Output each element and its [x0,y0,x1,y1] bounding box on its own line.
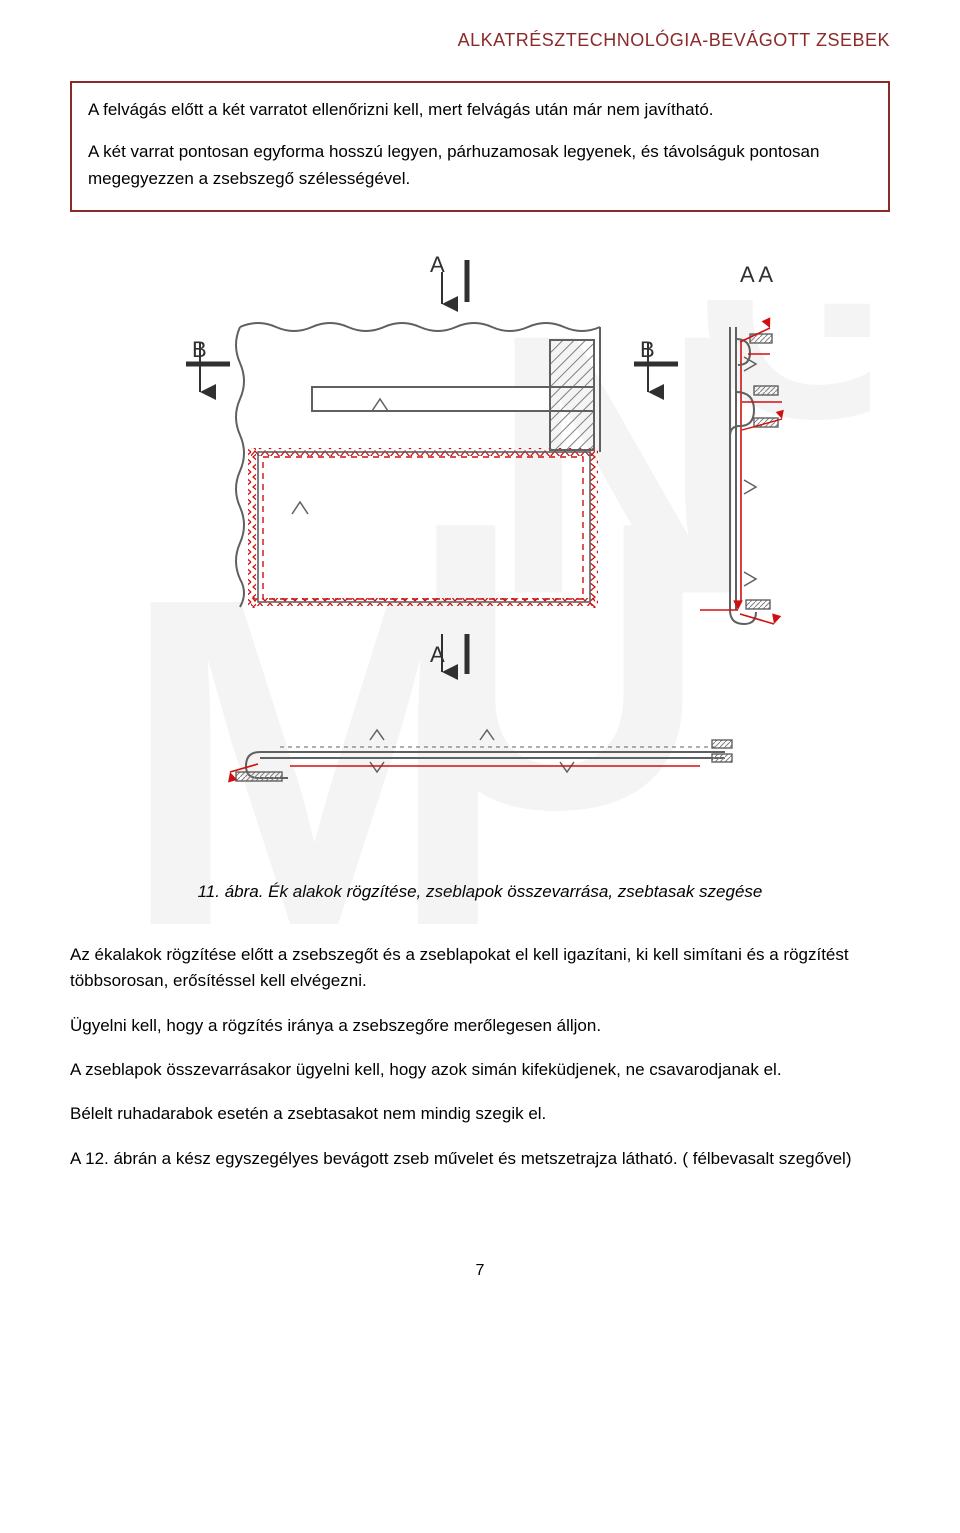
label-AA: A A [740,262,773,287]
body-p5: A 12. ábrán a kész egyszegélyes bevágott… [70,1146,890,1172]
figure-caption: 11. ábra. Ék alakok rögzítése, zseblapok… [70,882,890,902]
header-title: ALKATRÉSZTECHNOLÓGIA-BEVÁGOTT ZSEBEK [458,30,890,50]
technical-diagram: A B A [140,242,820,852]
body-p1: Az ékalakok rögzítése előtt a zsebszegőt… [70,942,890,995]
caption-text: 11. ábra. Ék alakok rögzítése, zseblapok… [198,882,763,901]
body-text: Az ékalakok rögzítése előtt a zsebszegőt… [70,942,890,1172]
body-p2: Ügyelni kell, hogy a rögzítés iránya a z… [70,1013,890,1039]
info-p2: A két varrat pontosan egyforma hosszú le… [88,139,872,192]
body-p3: A zseblapok összevarrásakor ügyelni kell… [70,1057,890,1083]
page-header: ALKATRÉSZTECHNOLÓGIA-BEVÁGOTT ZSEBEK [70,30,890,51]
body-p4: Bélelt ruhadarabok esetén a zsebtasakot … [70,1101,890,1127]
info-box: A felvágás előtt a két varratot ellenőri… [70,81,890,212]
page-number: 7 [70,1262,890,1280]
diagram-container: A B A [70,242,890,852]
info-p1: A felvágás előtt a két varratot ellenőri… [88,97,872,123]
